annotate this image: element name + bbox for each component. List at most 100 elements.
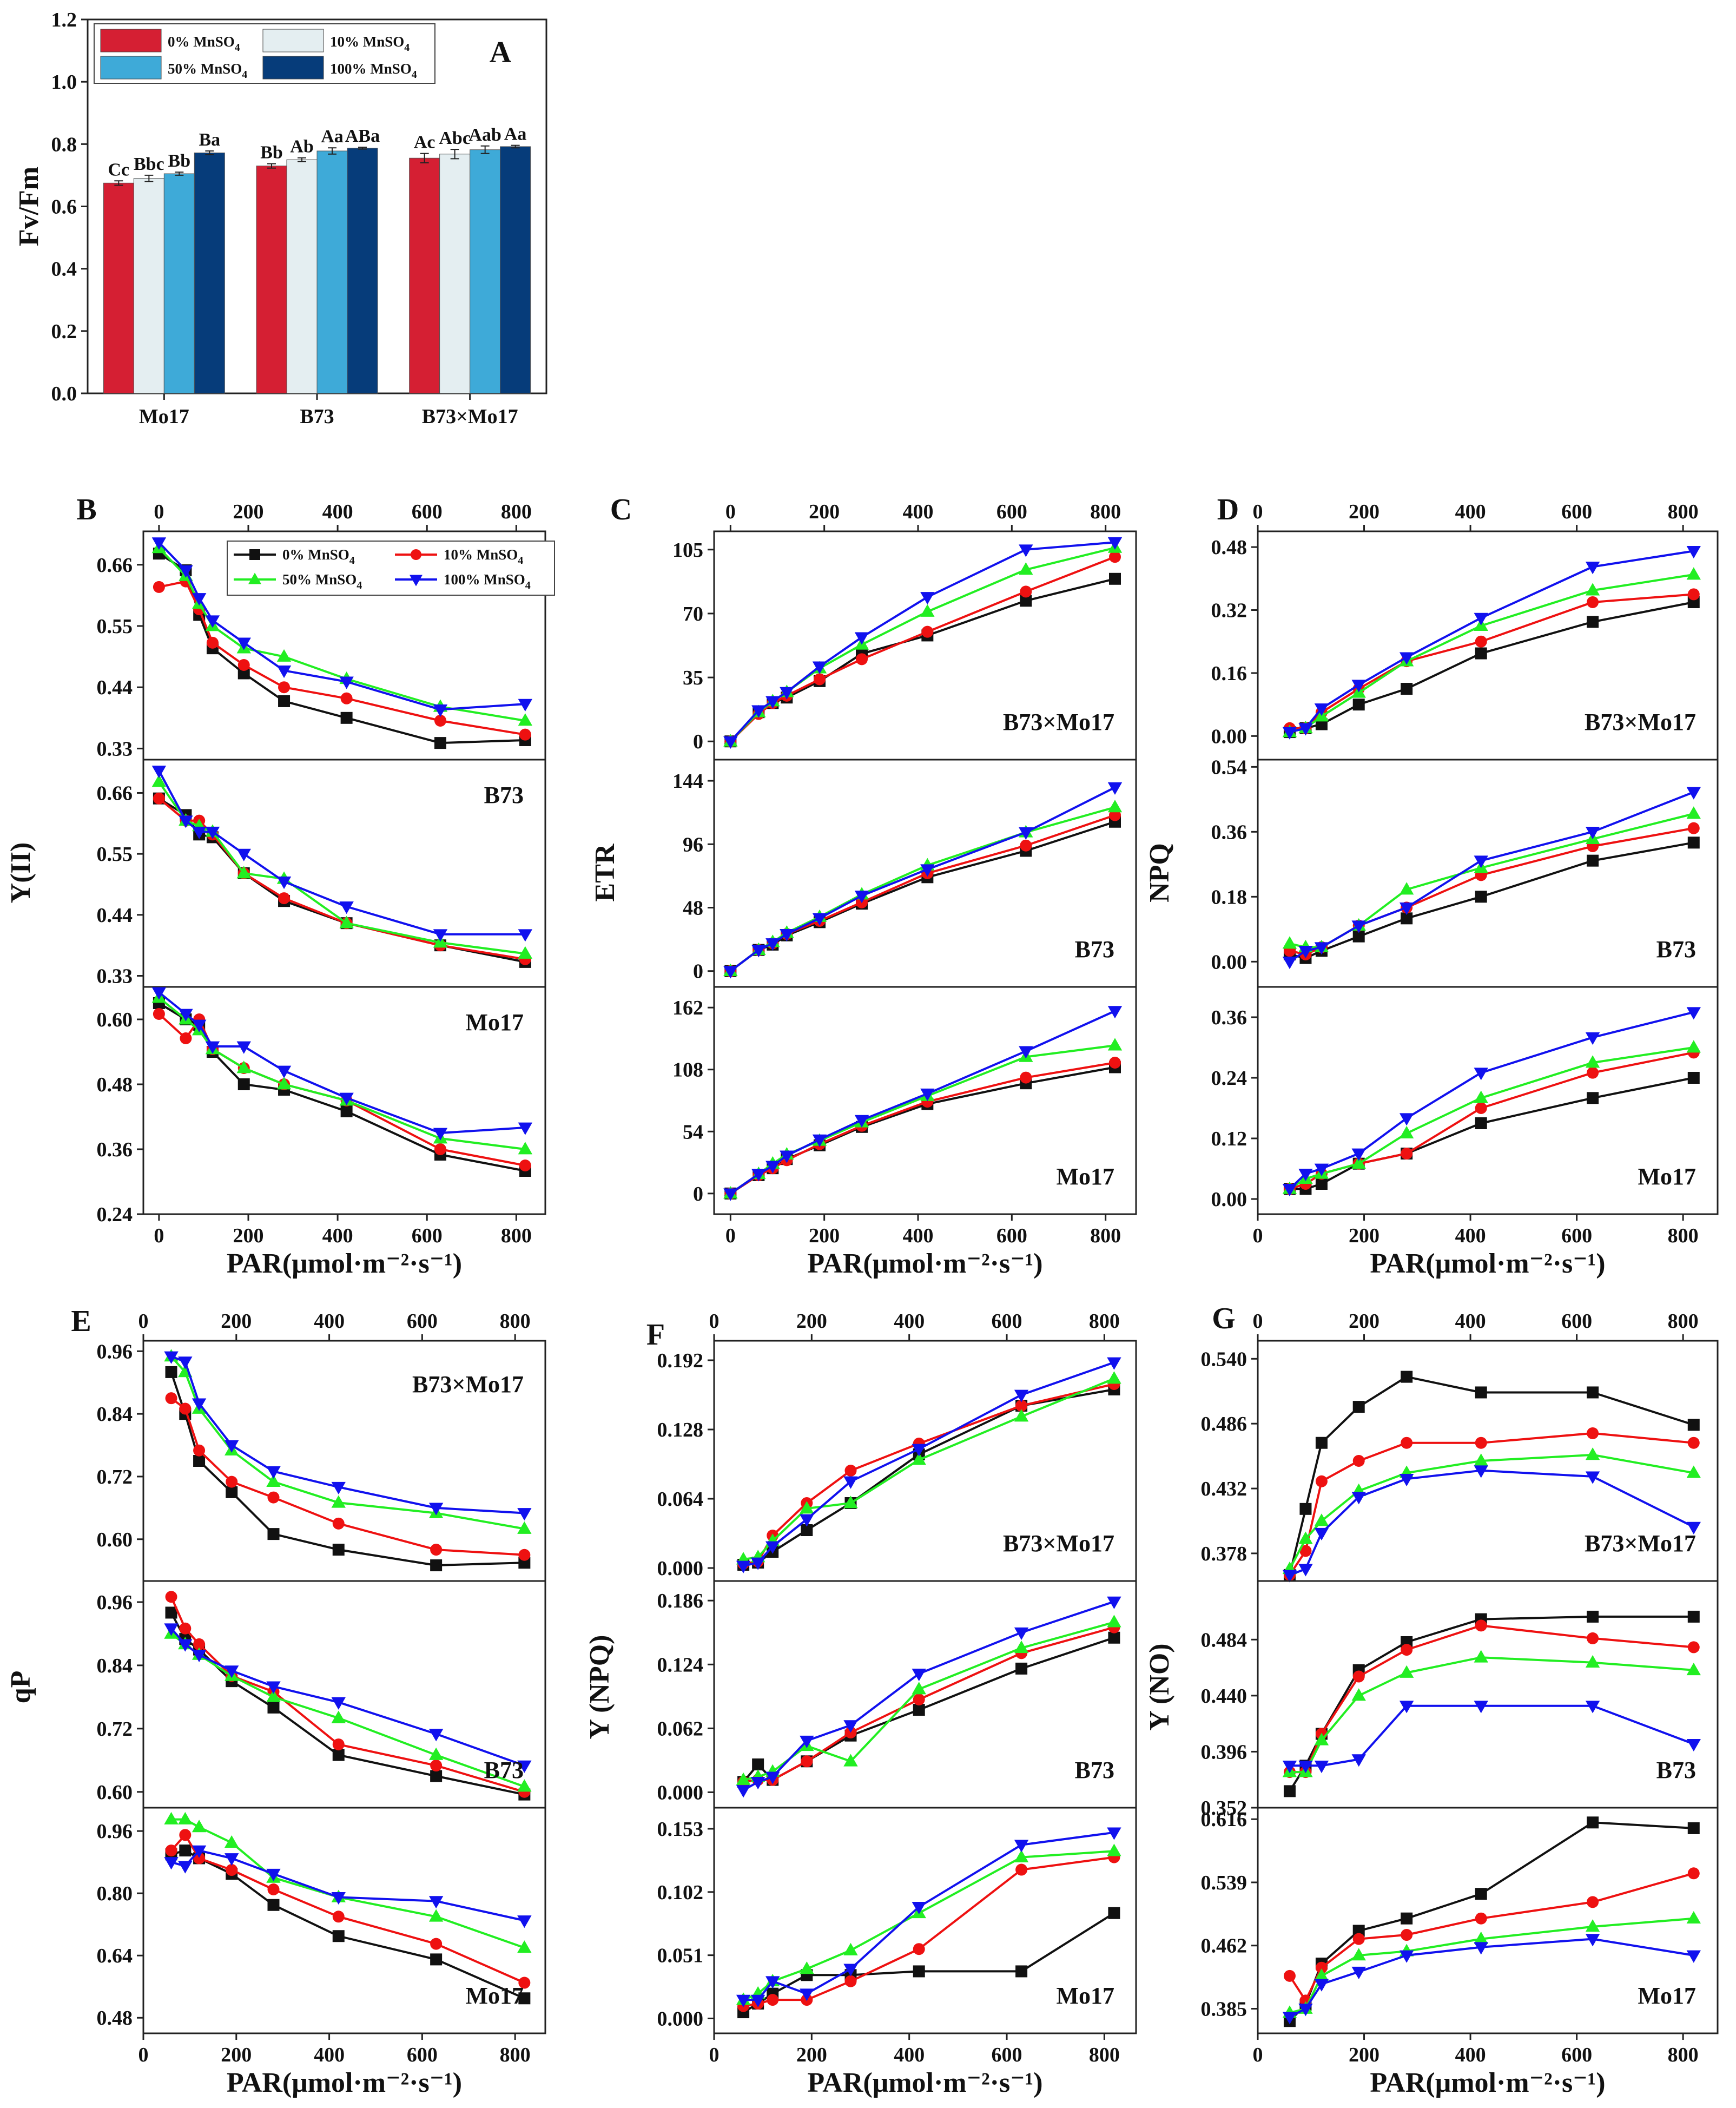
data-point xyxy=(1686,546,1701,559)
data-point xyxy=(1283,1785,1296,1797)
data-point xyxy=(1585,1655,1600,1668)
top-x-tick-label: 400 xyxy=(314,1310,345,1333)
x-tick-label: 800 xyxy=(1668,1224,1699,1247)
x-tick-label: 600 xyxy=(1561,1224,1592,1247)
genotype-label: B73 xyxy=(1656,936,1696,963)
top-x-tick-label: 600 xyxy=(992,1310,1022,1333)
data-point xyxy=(1109,1057,1121,1069)
x-tick-label: 200 xyxy=(233,1224,264,1247)
legend-pct: 100% xyxy=(444,571,484,588)
y-tick-label: 70 xyxy=(683,603,703,625)
data-point xyxy=(1298,1531,1313,1544)
y-tick-label: 0.539 xyxy=(1201,1872,1247,1894)
y-tick-label: 0.6 xyxy=(51,196,77,219)
data-point xyxy=(800,1988,814,2001)
data-point xyxy=(225,1853,239,1866)
data-point xyxy=(193,1444,206,1457)
data-point xyxy=(332,1738,345,1751)
data-point xyxy=(765,1976,780,1989)
panel-frame xyxy=(713,530,1137,1215)
data-point xyxy=(1351,1156,1366,1169)
y-tick-label: 0.96 xyxy=(97,1340,133,1363)
y-tick-label: 0.616 xyxy=(1201,1808,1247,1831)
legend-label: 50% MnSO4 xyxy=(168,61,247,81)
data-point xyxy=(736,1560,751,1573)
data-point xyxy=(1352,1401,1365,1413)
x-tick-label: 600 xyxy=(992,2044,1022,2066)
data-point xyxy=(519,728,531,741)
data-point xyxy=(266,1474,281,1487)
legend-subscript: 4 xyxy=(404,42,410,54)
data-point xyxy=(1352,1670,1365,1683)
x-tick-label: 600 xyxy=(412,1224,443,1247)
data-point xyxy=(1475,1619,1487,1632)
data-point xyxy=(1585,1934,1600,1947)
x-tick-label: 400 xyxy=(903,1224,934,1247)
data-point xyxy=(800,1735,814,1748)
data-point xyxy=(428,1503,444,1516)
legend-compound: MnSO xyxy=(477,546,518,563)
data-point xyxy=(1014,1641,1029,1654)
y-tick-label: 0.0 xyxy=(51,383,77,405)
significance-label: Ab xyxy=(290,137,313,157)
x-tick-label: 200 xyxy=(221,2044,252,2066)
data-point xyxy=(517,1508,532,1521)
data-point xyxy=(765,696,780,709)
legend-label: 0% MnSO4 xyxy=(168,34,240,54)
legend-label: 100% MnSO4 xyxy=(444,571,531,591)
data-point xyxy=(1352,1933,1365,1945)
legend-subscript: 4 xyxy=(518,555,523,566)
top-x-tick-label: 800 xyxy=(501,500,532,523)
data-point xyxy=(1401,1371,1413,1383)
data-point xyxy=(193,1638,206,1650)
legend-subscript: 4 xyxy=(412,69,417,81)
data-point xyxy=(844,1465,857,1477)
data-point xyxy=(780,1150,794,1163)
data-point xyxy=(751,945,766,958)
data-point xyxy=(1587,1896,1599,1908)
data-point xyxy=(1474,1453,1488,1466)
data-point xyxy=(151,774,167,787)
y-tick-label: 0.66 xyxy=(97,554,133,577)
genotype-label: B73×Mo17 xyxy=(1585,1530,1696,1557)
data-point xyxy=(165,1392,177,1405)
series-line xyxy=(743,1831,1114,2001)
data-point xyxy=(165,1591,177,1603)
data-point xyxy=(1351,920,1366,933)
y-tick-label: 0.60 xyxy=(97,1009,133,1031)
data-point xyxy=(1351,1754,1366,1767)
y-tick-label: 0.186 xyxy=(657,1590,704,1612)
legend-pct: 10% xyxy=(444,546,477,563)
series-line xyxy=(170,1632,525,1788)
data-point xyxy=(1475,1102,1487,1114)
data-point xyxy=(1014,1840,1029,1853)
data-point xyxy=(226,1864,238,1876)
y-axis-title: Fv/Fm xyxy=(14,167,44,246)
top-x-tick-label: 400 xyxy=(903,500,934,523)
data-point xyxy=(153,581,165,593)
data-point xyxy=(752,1758,764,1771)
legend-marker xyxy=(410,575,423,587)
data-point xyxy=(1474,1465,1488,1478)
data-point xyxy=(913,1943,925,1955)
series-line xyxy=(1289,841,1694,959)
y-tick-label: 0.24 xyxy=(97,1203,133,1226)
data-point xyxy=(151,537,167,550)
y-tick-label: 0.33 xyxy=(97,965,133,988)
category-label: B73×Mo17 xyxy=(422,405,518,428)
top-x-tick-label: 400 xyxy=(894,1310,925,1333)
data-point xyxy=(1686,1040,1701,1053)
data-point xyxy=(1019,544,1033,557)
data-point xyxy=(1474,612,1488,625)
data-point xyxy=(1351,1966,1366,1980)
y-tick-label: 162 xyxy=(672,997,703,1019)
y-tick-label: 0.60 xyxy=(97,1529,133,1551)
data-point xyxy=(736,1772,751,1785)
data-point xyxy=(1399,902,1414,915)
data-point xyxy=(518,929,533,942)
data-point xyxy=(1686,806,1701,819)
data-point xyxy=(1687,1437,1700,1449)
top-x-tick-label: 0 xyxy=(1253,500,1263,523)
y-axis-title: ETR xyxy=(590,843,621,901)
data-point xyxy=(225,1665,239,1678)
